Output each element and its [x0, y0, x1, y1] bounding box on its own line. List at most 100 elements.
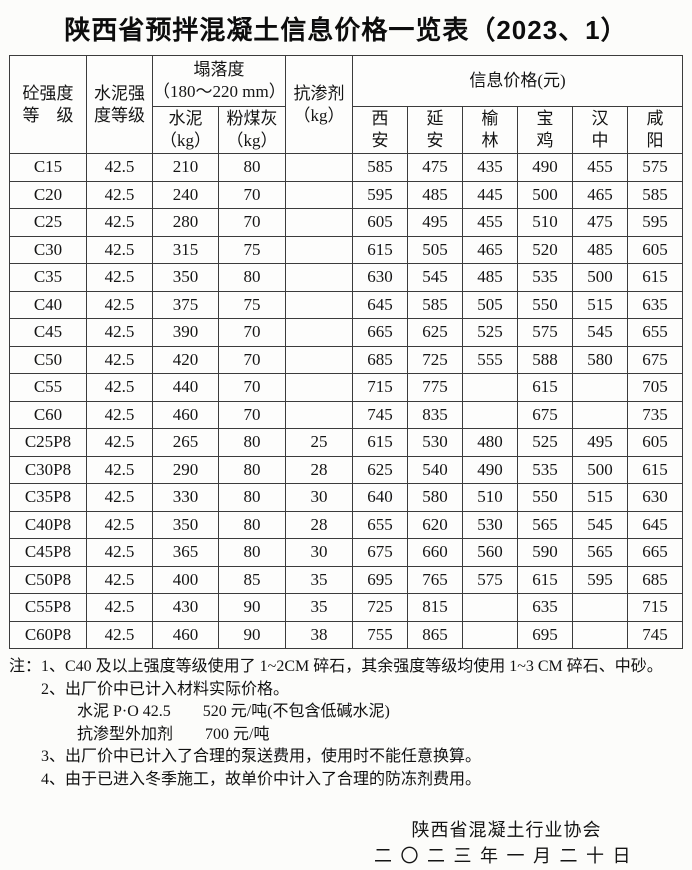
table-row: C45P8 42.5 365 80 30 675 660 560 590 565 665 [9, 538, 684, 567]
cell-value [285, 373, 354, 402]
cell-value: 550 [517, 290, 574, 319]
cell-value: 400 [152, 565, 219, 594]
cell-value: 525 [517, 428, 574, 457]
cell-value: 210 [152, 153, 219, 182]
cell-grade: C60 [9, 400, 87, 429]
cell-value: 70 [217, 373, 287, 402]
cell-value [285, 153, 354, 182]
cell-grade: C55P8 [9, 593, 87, 622]
cell-grade: C40P8 [9, 510, 87, 539]
cell-value: 565 [517, 510, 574, 539]
cell-grade: C60P8 [9, 620, 87, 649]
cell-value: 330 [152, 483, 219, 512]
header-row-top: 砼强度 等 级 水泥强 度等级 塌落度 （180～220 mm） 抗渗剂 （kg… [9, 55, 684, 154]
cell-value: 725 [352, 593, 409, 622]
cell-value: 475 [407, 153, 464, 182]
cell-value: 605 [627, 235, 684, 264]
cell-value: 585 [352, 153, 409, 182]
table-row: C50 42.5 420 70 685 725 555 588 580 675 [9, 345, 684, 374]
cell-value: 755 [352, 620, 409, 649]
cell-value: 35 [285, 565, 354, 594]
cell-value: 615 [517, 373, 574, 402]
header-city-hanzhong: 汉 中 [572, 106, 629, 154]
cell-value: 765 [407, 565, 464, 594]
cell-value: 90 [217, 620, 287, 649]
cell-value: 865 [407, 620, 464, 649]
header-city-xian: 西 安 [352, 106, 409, 154]
cell-value: 535 [517, 455, 574, 484]
cell-value [285, 400, 354, 429]
signature-org: 陕西省混凝土行业协会 [411, 819, 602, 840]
table-row: C15 42.5 210 80 585 475 435 490 455 575 [9, 153, 684, 182]
cell-value [285, 208, 354, 237]
cell-value: 645 [352, 290, 409, 319]
cell-value: 515 [572, 483, 629, 512]
table-row: C50P8 42.5 400 85 35 695 765 575 615 595 685 [9, 565, 684, 594]
price-table: 砼强度 等 级 水泥强 度等级 塌落度 （180～220 mm） 抗渗剂 （kg… [9, 55, 684, 649]
cell-value: 745 [627, 620, 684, 649]
note-line: 2、出厂价中已计入材料实际价格。 [41, 680, 290, 698]
cell-value: 42.5 [86, 510, 153, 539]
note-line: 水泥 P·O 42.5 520 元/吨(不包含低碱水泥) [77, 703, 390, 721]
table-row: C45 42.5 390 70 665 625 525 575 545 655 [9, 318, 684, 347]
cell-value: 615 [627, 263, 684, 292]
cell-value [285, 318, 354, 347]
cell-value: 525 [462, 318, 519, 347]
cell-value: 655 [352, 510, 409, 539]
table-row: C55P8 42.5 430 90 35 725 815 635 715 [9, 593, 684, 622]
cell-value: 42.5 [86, 373, 153, 402]
cell-value: 90 [217, 593, 287, 622]
cell-value: 695 [352, 565, 409, 594]
cell-value [285, 263, 354, 292]
header-flyash-kg: 粉煤灰 （kg） [217, 106, 287, 154]
table-row: C60 42.5 460 70 745 835 675 735 [9, 400, 684, 429]
cell-value: 505 [407, 235, 464, 264]
cell-value: 515 [572, 290, 629, 319]
cell-value: 575 [462, 565, 519, 594]
table-row: C40 42.5 375 75 645 585 505 550 515 635 [9, 290, 684, 319]
cell-value: 550 [517, 483, 574, 512]
table-row: C20 42.5 240 70 595 485 445 500 465 585 [9, 180, 684, 209]
cell-value: 80 [217, 153, 287, 182]
cell-value [572, 373, 629, 402]
cell-value: 460 [152, 400, 219, 429]
cell-grade: C35P8 [9, 483, 87, 512]
cell-value: 25 [285, 428, 354, 457]
cell-value: 635 [517, 593, 574, 622]
cell-value: 660 [407, 538, 464, 567]
cell-value: 485 [572, 235, 629, 264]
cell-value: 42.5 [86, 290, 153, 319]
cell-value: 85 [217, 565, 287, 594]
cell-value: 580 [407, 483, 464, 512]
cell-value [285, 180, 354, 209]
cell-value: 530 [407, 428, 464, 457]
cell-value: 815 [407, 593, 464, 622]
cell-value: 585 [627, 180, 684, 209]
cell-value: 80 [217, 428, 287, 457]
note-line: 3、出厂价中已计入了合理的泵送费用，使用时不能任意换算。 [41, 748, 482, 766]
cell-value: 80 [217, 538, 287, 567]
cell-value: 42.5 [86, 180, 153, 209]
cell-value: 350 [152, 510, 219, 539]
cell-value: 505 [462, 290, 519, 319]
note-line: 注：1、C40 及以上强度等级使用了 1~2CM 碎石，其余强度等级均使用 1~… [9, 658, 663, 675]
cell-grade: C40 [9, 290, 87, 319]
cell-value: 42.5 [86, 565, 153, 594]
cell-value: 605 [627, 428, 684, 457]
cell-value: 595 [572, 565, 629, 594]
cell-value: 465 [462, 235, 519, 264]
cell-value: 70 [217, 180, 287, 209]
cell-value: 480 [462, 428, 519, 457]
cell-grade: C15 [9, 153, 87, 182]
cell-value: 455 [572, 153, 629, 182]
cell-value: 615 [517, 565, 574, 594]
signature-date: 二〇二三年一月二十日 [374, 845, 639, 866]
header-city-yulin: 榆 林 [462, 106, 519, 154]
cell-value: 715 [352, 373, 409, 402]
cell-value: 475 [572, 208, 629, 237]
cell-value: 545 [572, 318, 629, 347]
cell-value: 42.5 [86, 235, 153, 264]
header-city-yanan: 延 安 [407, 106, 464, 154]
cell-grade: C55 [9, 373, 87, 402]
